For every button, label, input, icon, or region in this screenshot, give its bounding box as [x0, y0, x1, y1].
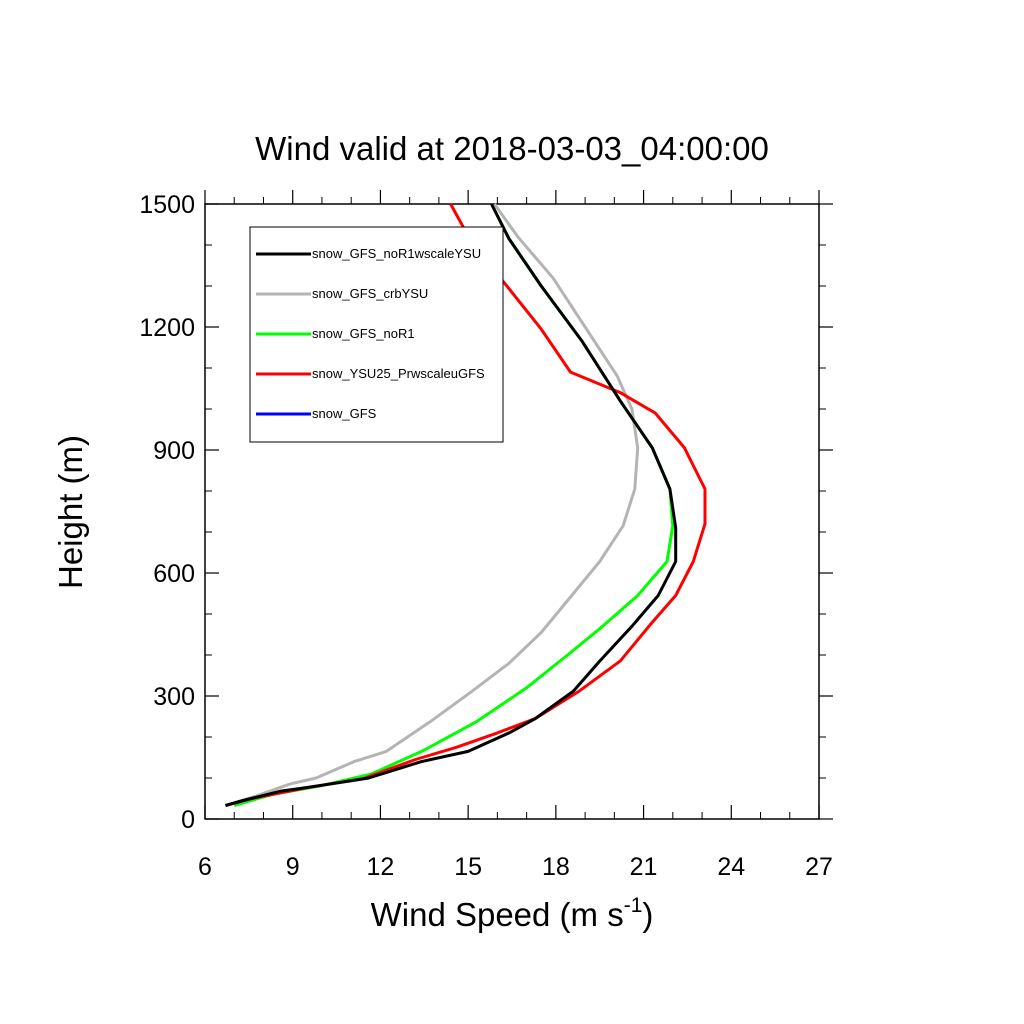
x-tick-label: 24: [717, 853, 745, 881]
x-tick-labels: 6 9 12 15 18 21 24 27: [198, 853, 833, 881]
y-tick-label: 0: [181, 806, 195, 834]
legend-label: snow_GFS_noR1wscaleYSU: [312, 246, 481, 261]
x-tick-label: 9: [286, 853, 300, 881]
y-tick-label: 1200: [139, 314, 195, 342]
legend-label: snow_YSU25_PrwscaleuGFS: [312, 366, 485, 381]
plot-area: [204, 190, 833, 820]
legend-label: snow_GFS: [312, 406, 377, 421]
plot-frame: [204, 203, 820, 820]
series-line-snow_YSU25_PrwscaleuGFS: [225, 203, 707, 807]
x-tick-label: 18: [542, 853, 570, 881]
y-tick-labels: 0 300 600 900 1200 1500: [139, 191, 195, 834]
major-ticks: [204, 190, 833, 820]
y-tick-label: 900: [153, 437, 195, 465]
x-tick-label: 27: [805, 853, 833, 881]
x-tick-label: 12: [367, 853, 395, 881]
y-axis-title: Height (m): [52, 435, 89, 589]
x-axis-title-suffix: ): [642, 896, 653, 933]
series-lines: [225, 203, 707, 807]
x-axis-title-main: Wind Speed (m s: [371, 896, 624, 933]
x-tick-label: 6: [198, 853, 212, 881]
chart-title: Wind valid at 2018-03-03_04:00:00: [255, 130, 769, 167]
y-tick-label: 300: [153, 683, 195, 711]
legend-label: snow_GFS_noR1: [312, 326, 415, 341]
x-tick-label: 21: [630, 853, 658, 881]
legend: snow_GFS_noR1wscaleYSU snow_GFS_crbYSUsno…: [249, 226, 504, 443]
minor-ticks: [205, 197, 826, 819]
x-axis-title-superscript: -1: [624, 894, 643, 917]
x-axis-title: Wind Speed (m s-1): [371, 894, 654, 933]
legend-items: snow_GFS_noR1wscaleYSU snow_GFS_crbYSUsno…: [256, 246, 485, 421]
series-line-snow_GFS_crbYSU: [225, 203, 640, 807]
y-tick-label: 1500: [139, 191, 195, 219]
legend-label: snow_GFS_crbYSU: [312, 286, 428, 301]
x-tick-label: 15: [454, 853, 482, 881]
series-line-snow_GFS_noR1wscaleYSU: [225, 203, 678, 807]
y-tick-label: 600: [153, 560, 195, 588]
